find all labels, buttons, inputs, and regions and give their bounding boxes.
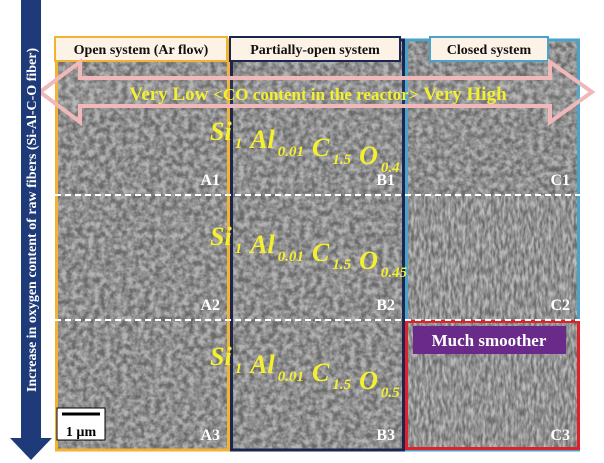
annotation-box [413, 326, 566, 354]
panel-label: C2 [550, 297, 570, 314]
arrow-middle: <CO content in the reactor> [213, 85, 418, 104]
panel-label: A2 [200, 297, 220, 314]
sem-texture [55, 195, 230, 320]
panel-label: C3 [550, 427, 570, 444]
panel-label: A1 [200, 172, 220, 189]
sem-texture [230, 195, 405, 320]
column-header-box [429, 36, 549, 62]
side-arrow-head [10, 438, 52, 460]
panel-label: B2 [376, 297, 395, 314]
subscript: 0.45 [381, 265, 408, 281]
side-arrow-shaft [21, 0, 41, 440]
sem-texture [230, 40, 405, 195]
panel-label: A3 [200, 427, 220, 444]
element: Si [210, 117, 232, 146]
subscript: 0.4 [381, 160, 400, 176]
subscript: 0.01 [278, 369, 304, 385]
highlight-border [405, 320, 580, 450]
subscript: 1 [235, 241, 243, 257]
subscript: 1 [235, 136, 243, 152]
subscript: 1 [235, 361, 243, 377]
sem-texture [405, 195, 580, 320]
element: O [359, 366, 378, 395]
co-arrow [36, 58, 596, 126]
arrow-right: Very High [423, 84, 507, 105]
subscript: 0.01 [278, 144, 304, 160]
sem-texture [230, 320, 405, 450]
sem-texture [55, 40, 230, 195]
element: O [359, 141, 378, 170]
formula: Si 1 Al 0.01 C 1.5 O 0.45 [210, 222, 408, 281]
column-header-box [229, 36, 401, 62]
element: Si [210, 342, 232, 371]
panel-label: C1 [550, 172, 570, 189]
element: C [312, 238, 330, 267]
element: Al [248, 350, 275, 379]
formula: Si 1 Al 0.01 C 1.5 O 0.5 [210, 342, 400, 401]
panel-label: B3 [376, 427, 395, 444]
element: O [359, 246, 378, 275]
subscript: 0.5 [381, 385, 400, 401]
subscript: 0.01 [278, 249, 304, 265]
column-header: Closed system [447, 43, 532, 58]
column-header-box [54, 36, 228, 62]
subscript: 1.5 [332, 257, 351, 273]
arrow-text: Very Low <CO content in the reactor> Very … [129, 84, 507, 105]
overlay: Open system (Ar flow) Partially-open syst… [10, 0, 604, 460]
column-header: Open system (Ar flow) [74, 43, 209, 58]
column-header: Partially-open system [250, 43, 380, 58]
arrow-left: Very Low [129, 84, 208, 105]
subscript: 1.5 [332, 152, 351, 168]
element: C [312, 133, 330, 162]
element: Si [210, 222, 232, 251]
subscript: 1.5 [332, 377, 351, 393]
annotation: Much smoother [432, 331, 547, 350]
scale-bar-label: 1 µm [66, 425, 97, 440]
panel-label: B1 [376, 172, 395, 189]
element: C [312, 358, 330, 387]
formula: Si 1 Al 0.01 C 1.5 O 0.4 [210, 117, 400, 176]
element: Al [248, 230, 275, 259]
side-label: Increase in oxygen content of raw fibers… [25, 48, 40, 393]
element: Al [248, 125, 275, 154]
